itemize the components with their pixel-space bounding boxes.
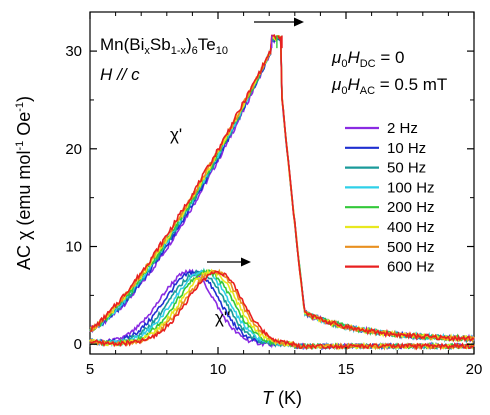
x-tick-label: 10 [210,361,227,378]
x-tick-label: 20 [466,361,483,378]
legend-label: 10 Hz [387,140,426,157]
y-tick-label: 30 [65,43,82,60]
formula-annotation: Mn(BixSb1-x)6Te10 [100,35,228,57]
y-axis-label: AC χ (emu mol-1 Oe-1) [14,96,34,270]
legend-label: 600 Hz [387,259,435,276]
y-tick-label: 10 [65,239,82,256]
chi-real-label: χ' [170,125,182,144]
x-tick-label: 5 [86,361,94,378]
series-lines [89,34,475,351]
hdc-annotation: μ0HDC = 0 [331,48,404,70]
y-tick-label: 20 [65,141,82,158]
hac-annotation: μ0HAC = 0.5 mT [331,75,447,97]
legend-label: 100 Hz [387,179,435,196]
y-tick-label: 0 [74,336,82,353]
arrow-upper [254,17,304,27]
arrow-lower [207,257,251,267]
axis-ticks: 5 10 15 20 0 10 20 30 [65,12,482,378]
legend-label: 2 Hz [387,120,418,137]
series-line-real [89,34,475,343]
legend-label: 400 Hz [387,219,435,236]
plot-frame [89,11,475,355]
x-axis-label: T (K) [262,388,302,408]
x-tick-label: 15 [338,361,355,378]
legend-label: 200 Hz [387,199,435,216]
field-direction-annotation: H // c [100,65,140,84]
chi-imag-label: χ'' [215,308,230,327]
legend-label: 500 Hz [387,239,435,256]
series-line-imag [89,270,475,351]
legend: 2 Hz 10 Hz 50 Hz 100 Hz 200 Hz 400 Hz 500 Hz 60… [345,120,435,276]
legend-label: 50 Hz [387,160,426,177]
